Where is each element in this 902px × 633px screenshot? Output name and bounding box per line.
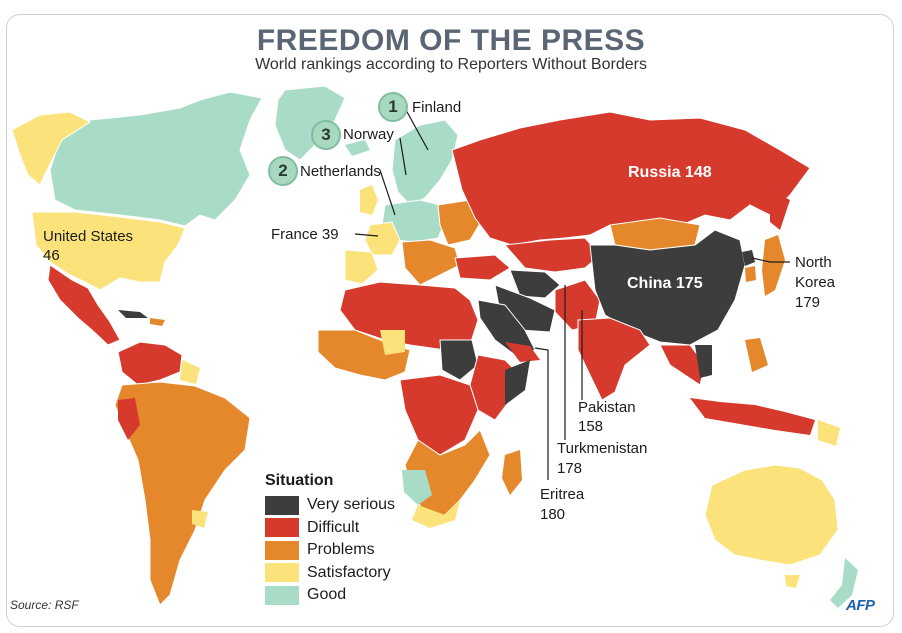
leader-north-korea [751,257,790,263]
region-uruguay [192,510,208,528]
region-central-africa [399,374,479,456]
rank-badge-netherlands: 2 [268,156,298,186]
region-turkey [454,254,511,281]
region-southeast-asia [659,344,706,386]
region-scandinavia [391,119,459,206]
region-new-zealand [830,558,858,608]
region-yemen-oman [505,342,540,362]
rank-badge-norway: 3 [311,120,341,150]
region-turkmenistan [509,269,561,299]
region-iceland [345,140,370,156]
label-united-states-rank: 46 [43,247,60,264]
label-north-korea-rank: 179 [795,294,821,311]
legend-swatch-difficult [265,518,299,538]
region-south-america [114,381,251,606]
label-united-states: United States [43,228,134,245]
region-japan [762,235,785,296]
region-namibia [402,470,432,505]
region-madagascar [502,450,522,495]
legend-swatch-very-serious [265,495,299,515]
region-cuba [118,310,148,318]
region-west-africa [317,329,411,381]
region-kamchatka [770,190,790,230]
legend-swatch-satisfactory [265,563,299,583]
region-png [818,420,840,446]
label-north-korea-line1: North [795,254,832,271]
region-mongolia [609,217,701,251]
source-note: Source: RSF [10,598,79,612]
region-uk [360,185,378,215]
region-canada [49,91,263,227]
leader-norway [399,137,407,176]
leader-eritrea [534,347,549,480]
label-turkmenistan-rank: 178 [557,460,583,477]
region-kazakhstan [503,237,601,273]
label-eritrea: Eritrea [540,486,585,503]
region-venezuela-colombia [117,341,183,386]
legend-label: Good [307,586,347,604]
region-philippines [745,338,768,372]
label-eritrea-rank: 180 [540,506,566,523]
leader-france [354,233,379,237]
legend-item-difficult: Difficult [265,517,395,540]
region-guianas [180,360,200,384]
map-title: FREEDOM OF THE PRESS [256,24,646,57]
legend-label: Difficult [307,518,360,536]
region-greenland [274,85,346,161]
label-russia: Russia 148 [628,164,712,181]
label-finland: Finland [412,99,462,116]
leader-finland [405,109,429,151]
legend-item-good: Good [265,584,395,607]
map-subtitle: World rankings according to Reporters Wi… [255,56,647,73]
label-north-korea-line2: Korea [795,274,836,291]
label-china: China 175 [627,275,703,292]
legend-swatch-problems [265,540,299,560]
region-indonesia [690,398,815,435]
label-turkmenistan: Turkmenistan [557,440,648,457]
region-south-africa [412,500,460,528]
region-mexico [47,264,121,346]
label-pakistan-rank: 158 [578,418,604,435]
rank-badge-finland: 1 [378,92,408,122]
region-sudan [439,339,479,381]
leader-netherlands [379,169,396,216]
region-north-korea [742,250,755,266]
region-south-korea [745,266,756,282]
legend-label: Satisfactory [307,563,391,581]
legend-item-problems: Problems [265,539,395,562]
region-france [364,221,401,256]
leader-lines [354,109,790,480]
region-ghana-area [380,330,405,355]
region-alaska [11,111,92,186]
region-india [577,317,651,401]
legend-item-satisfactory: Satisfactory [265,562,395,585]
region-italy-balkans [401,239,461,286]
label-netherlands: Netherlands [300,163,381,180]
region-united-states [31,211,186,291]
region-tasmania [785,575,800,588]
label-norway: Norway [343,126,394,143]
region-australia [704,464,839,566]
legend-swatch-good [265,585,299,605]
label-pakistan: Pakistan [578,399,636,416]
region-caribbean [150,318,165,326]
region-vietnam-laos [695,345,712,378]
afp-logo: AFP [846,597,875,614]
region-somalia [505,360,530,405]
legend-item-very-serious: Very serious [265,494,395,517]
legend-label: Very serious [307,496,396,514]
region-iberia [344,249,379,285]
legend: Situation Very serious Difficult Problem… [265,472,395,607]
legend-label: Problems [307,541,375,559]
region-peru [118,398,140,440]
label-france: France 39 [271,226,339,243]
legend-title: Situation [265,472,334,489]
